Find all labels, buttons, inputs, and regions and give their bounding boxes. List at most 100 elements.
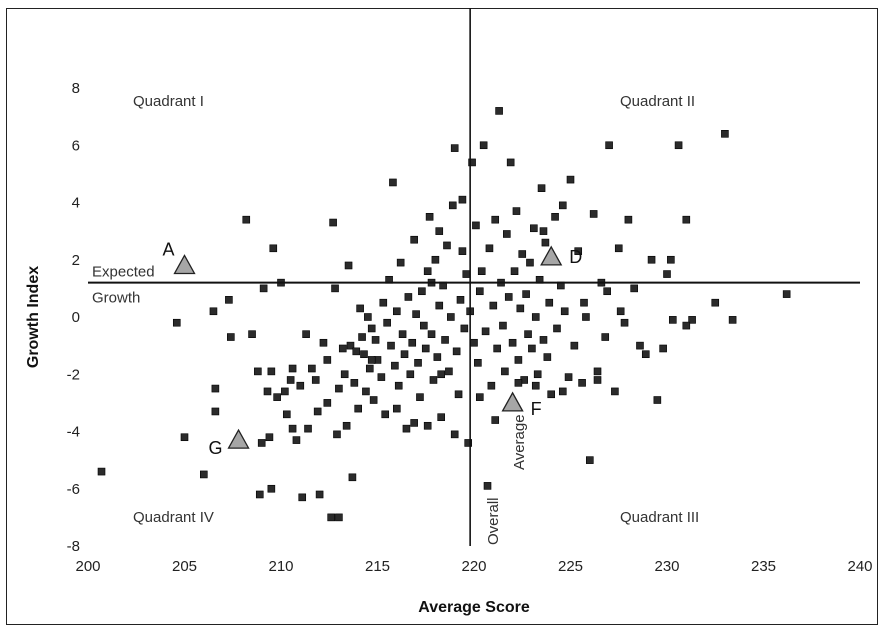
data-point [454, 390, 463, 399]
data-point [433, 353, 442, 361]
data-point [514, 379, 523, 387]
data-point [539, 227, 548, 235]
data-point [477, 267, 486, 276]
data-point [659, 344, 667, 353]
data-point [667, 255, 675, 264]
highlight-label: D [569, 247, 582, 267]
data-point [365, 364, 374, 373]
data-point [387, 341, 395, 350]
data-point [344, 261, 353, 270]
data-point [624, 215, 633, 224]
data-point [389, 178, 397, 187]
data-point [711, 298, 720, 307]
data-point [531, 313, 540, 321]
data-point [211, 384, 220, 393]
data-point [487, 381, 496, 390]
data-point [369, 396, 378, 404]
overall-average-label-line1: Overall [485, 497, 502, 545]
data-point [227, 333, 235, 341]
data-point [267, 484, 276, 493]
data-point [364, 313, 372, 321]
data-point [273, 393, 281, 401]
data-point [323, 356, 332, 364]
data-point [518, 250, 527, 258]
data-point [558, 201, 567, 210]
data-point [435, 227, 444, 235]
data-point [585, 456, 594, 464]
data-point [242, 215, 251, 224]
data-point [342, 421, 351, 430]
data-point [209, 307, 218, 316]
data-point [331, 284, 339, 293]
data-point [578, 379, 586, 387]
data-point [514, 356, 523, 364]
data-point [259, 284, 268, 293]
x-tick-label: 240 [847, 558, 872, 575]
data-point [508, 338, 517, 347]
data-point [269, 244, 278, 253]
data-point [528, 344, 536, 353]
data-point [350, 379, 359, 387]
x-tick-label: 210 [268, 558, 293, 575]
data-point [402, 424, 411, 433]
data-point [533, 370, 542, 379]
data-point [263, 387, 272, 396]
data-point [410, 235, 418, 244]
highlight-marker [540, 245, 563, 266]
data-point [458, 247, 467, 255]
data-point [472, 221, 480, 230]
data-point [427, 330, 436, 338]
data-point [248, 330, 256, 338]
data-point [524, 330, 532, 338]
x-axis-title: Average Score [418, 599, 530, 616]
data-point [728, 316, 737, 324]
data-point [545, 298, 554, 307]
data-point [605, 141, 613, 150]
data-point [448, 201, 457, 210]
data-point [674, 141, 683, 150]
y-tick-label: -2 [67, 366, 80, 383]
data-point [614, 244, 623, 253]
data-point [379, 298, 388, 307]
data-point [408, 338, 417, 347]
data-point [358, 333, 366, 341]
data-point [512, 207, 521, 215]
data-point [450, 430, 459, 439]
data-point [308, 364, 316, 373]
data-point [360, 350, 368, 359]
data-point [323, 399, 332, 407]
data-point [543, 353, 552, 361]
data-point [560, 307, 569, 316]
data-point [338, 344, 347, 353]
data-point [416, 393, 424, 401]
data-point [423, 421, 432, 430]
data-point [491, 416, 500, 424]
data-point [421, 344, 430, 353]
data-point [474, 358, 482, 367]
data-point [315, 490, 324, 499]
data-point [383, 318, 391, 327]
data-point [504, 293, 513, 301]
data-point [335, 513, 343, 522]
data-point [574, 247, 583, 255]
x-tick-label: 230 [654, 558, 679, 575]
x-tick-label: 225 [558, 558, 583, 575]
y-tick-label: 0 [72, 309, 80, 326]
data-point [447, 313, 455, 321]
data-point [298, 493, 307, 502]
data-point [582, 313, 590, 321]
data-point [437, 413, 445, 421]
data-point [593, 376, 602, 384]
data-point [267, 367, 276, 376]
data-point [257, 439, 266, 447]
data-point [333, 430, 341, 439]
data-point [668, 316, 677, 324]
data-point [414, 358, 422, 367]
quadrant-label: Quadrant II [620, 93, 695, 110]
data-point [288, 424, 297, 433]
data-point [400, 350, 409, 359]
data-point [456, 296, 465, 304]
y-tick-label: -6 [67, 481, 80, 498]
x-tick-label: 205 [172, 558, 197, 575]
